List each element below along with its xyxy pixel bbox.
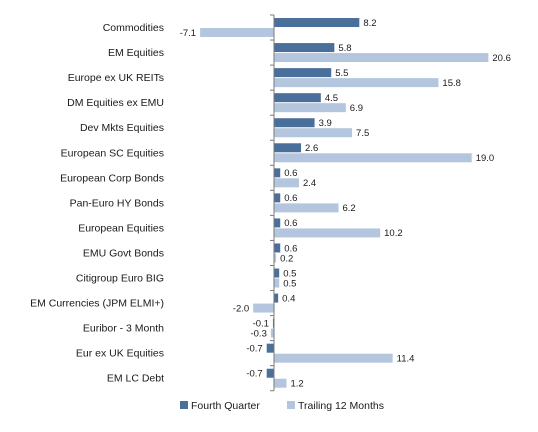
- bar-trailing-12-months-european-corp-bonds: [273, 178, 299, 188]
- category-label-em-lc-debt: EM LC Debt: [107, 373, 164, 385]
- category-label-eur-ex-uk-equities: Eur ex UK Equities: [76, 348, 164, 360]
- category-label-euribor-3-month: Euribor - 3 Month: [83, 323, 164, 335]
- data-label-fourth-quarter-commodities: 8.2: [363, 18, 376, 29]
- data-label-fourth-quarter-europe-ex-uk-reits: 5.5: [335, 68, 348, 79]
- data-label-trailing-12-months-european-sc-equities: 19.0: [476, 153, 495, 164]
- bar-fourth-quarter-european-sc-equities: [273, 143, 302, 153]
- data-label-trailing-12-months-em-currencies-jpm-elmi: -2.0: [233, 303, 249, 314]
- data-label-trailing-12-months-emu-govt-bonds: 0.2: [280, 253, 293, 264]
- bar-trailing-12-months-eur-ex-uk-equities: [273, 353, 393, 363]
- bar-fourth-quarter-euribor-3-month: [272, 318, 274, 328]
- bar-fourth-quarter-em-lc-debt: [266, 368, 274, 378]
- bar-trailing-12-months-europe-ex-uk-reits: [273, 78, 439, 88]
- data-label-trailing-12-months-eur-ex-uk-equities: 11.4: [397, 353, 415, 364]
- data-label-trailing-12-months-em-lc-debt: 1.2: [290, 379, 303, 390]
- bar-fourth-quarter-european-corp-bonds: [273, 168, 281, 178]
- data-label-fourth-quarter-pan-euro-hy-bonds: 0.6: [284, 193, 297, 204]
- chart-data-labels: 8.2 -7.1 5.8 20.6 5.5 15.8 4.5 6.9 3.9 7.5 2.6 19.0…: [180, 18, 511, 390]
- data-label-trailing-12-months-europe-ex-uk-reits: 15.8: [442, 78, 461, 89]
- category-label-european-sc-equities: European SC Equities: [61, 147, 164, 159]
- category-label-citigroup-euro-big: Citigroup Euro BIG: [76, 273, 164, 285]
- chart-bars: [200, 18, 489, 388]
- bar-trailing-12-months-pan-euro-hy-bonds: [273, 203, 339, 213]
- data-label-trailing-12-months-em-equities: 20.6: [492, 53, 511, 64]
- bar-trailing-12-months-citigroup-euro-big: [273, 278, 280, 288]
- category-label-dm-equities-ex-emu: DM Equities ex EMU: [67, 97, 164, 109]
- legend-swatch-trailing-12-months: [287, 401, 295, 409]
- bar-trailing-12-months-em-currencies-jpm-elmi: [253, 303, 274, 313]
- category-label-commodities: Commodities: [103, 22, 164, 34]
- bar-trailing-12-months-commodities: [200, 28, 274, 38]
- data-label-fourth-quarter-european-sc-equities: 2.6: [305, 143, 318, 154]
- bar-trailing-12-months-em-lc-debt: [273, 378, 287, 388]
- legend: Fourth Quarter Trailing 12 Months: [180, 400, 384, 412]
- data-label-trailing-12-months-european-equities: 10.2: [384, 228, 403, 239]
- bar-trailing-12-months-european-sc-equities: [273, 153, 472, 163]
- bar-trailing-12-months-european-equities: [273, 228, 381, 238]
- bar-fourth-quarter-europe-ex-uk-reits: [273, 68, 332, 78]
- data-label-fourth-quarter-euribor-3-month: -0.1: [253, 318, 269, 329]
- data-label-trailing-12-months-dm-equities-ex-emu: 6.9: [350, 103, 363, 114]
- bar-trailing-12-months-dev-mkts-equities: [273, 128, 353, 138]
- bar-fourth-quarter-citigroup-euro-big: [273, 268, 280, 278]
- legend-swatch-fourth-quarter: [180, 401, 188, 409]
- bar-fourth-quarter-dev-mkts-equities: [273, 118, 315, 128]
- bar-fourth-quarter-em-equities: [273, 43, 335, 53]
- bar-fourth-quarter-pan-euro-hy-bonds: [273, 193, 281, 203]
- legend-label-trailing-12-months: Trailing 12 Months: [298, 400, 384, 412]
- data-label-trailing-12-months-dev-mkts-equities: 7.5: [356, 128, 369, 139]
- data-label-fourth-quarter-dm-equities-ex-emu: 4.5: [325, 93, 338, 104]
- category-label-dev-mkts-equities: Dev Mkts Equities: [80, 122, 164, 134]
- data-label-fourth-quarter-european-corp-bonds: 0.6: [284, 168, 297, 179]
- bar-trailing-12-months-emu-govt-bonds: [273, 253, 277, 263]
- bar-trailing-12-months-euribor-3-month: [270, 328, 274, 338]
- category-label-europe-ex-uk-reits: Europe ex UK REITs: [68, 72, 164, 84]
- data-label-fourth-quarter-european-equities: 0.6: [284, 218, 297, 229]
- category-label-em-currencies-jpm-elmi: EM Currencies (JPM ELMI+): [30, 298, 164, 310]
- category-label-european-corp-bonds: European Corp Bonds: [60, 172, 164, 184]
- category-label-em-equities: EM Equities: [108, 47, 164, 59]
- data-label-trailing-12-months-european-corp-bonds: 2.4: [303, 178, 316, 189]
- data-label-trailing-12-months-commodities: -7.1: [180, 28, 196, 39]
- bar-fourth-quarter-em-currencies-jpm-elmi: [273, 293, 279, 303]
- bar-fourth-quarter-commodities: [273, 18, 360, 28]
- data-label-trailing-12-months-pan-euro-hy-bonds: 6.2: [343, 203, 356, 214]
- data-label-fourth-quarter-dev-mkts-equities: 3.9: [319, 118, 332, 129]
- data-label-trailing-12-months-euribor-3-month: -0.3: [250, 328, 266, 339]
- data-label-fourth-quarter-emu-govt-bonds: 0.6: [284, 243, 297, 254]
- category-label-european-equities: European Equities: [78, 222, 164, 234]
- data-label-fourth-quarter-em-lc-debt: -0.7: [246, 369, 262, 380]
- category-label-emu-govt-bonds: EMU Govt Bonds: [83, 247, 164, 259]
- data-label-fourth-quarter-em-currencies-jpm-elmi: 0.4: [282, 293, 295, 304]
- data-label-trailing-12-months-citigroup-euro-big: 0.5: [283, 278, 296, 289]
- bar-fourth-quarter-european-equities: [273, 218, 281, 228]
- bar-fourth-quarter-emu-govt-bonds: [273, 243, 281, 253]
- data-label-fourth-quarter-eur-ex-uk-equities: -0.7: [246, 343, 262, 354]
- data-label-fourth-quarter-em-equities: 5.8: [338, 43, 351, 54]
- data-label-fourth-quarter-citigroup-euro-big: 0.5: [283, 268, 296, 279]
- legend-label-fourth-quarter: Fourth Quarter: [191, 400, 260, 412]
- bar-fourth-quarter-dm-equities-ex-emu: [273, 93, 321, 103]
- bar-trailing-12-months-dm-equities-ex-emu: [273, 103, 346, 113]
- bar-fourth-quarter-eur-ex-uk-equities: [266, 343, 274, 353]
- bar-trailing-12-months-em-equities: [273, 53, 489, 63]
- category-label-pan-euro-hy-bonds: Pan-Euro HY Bonds: [70, 197, 164, 209]
- chart-rows: Commodities EM Equities Europe ex UK REITs…: [30, 14, 274, 392]
